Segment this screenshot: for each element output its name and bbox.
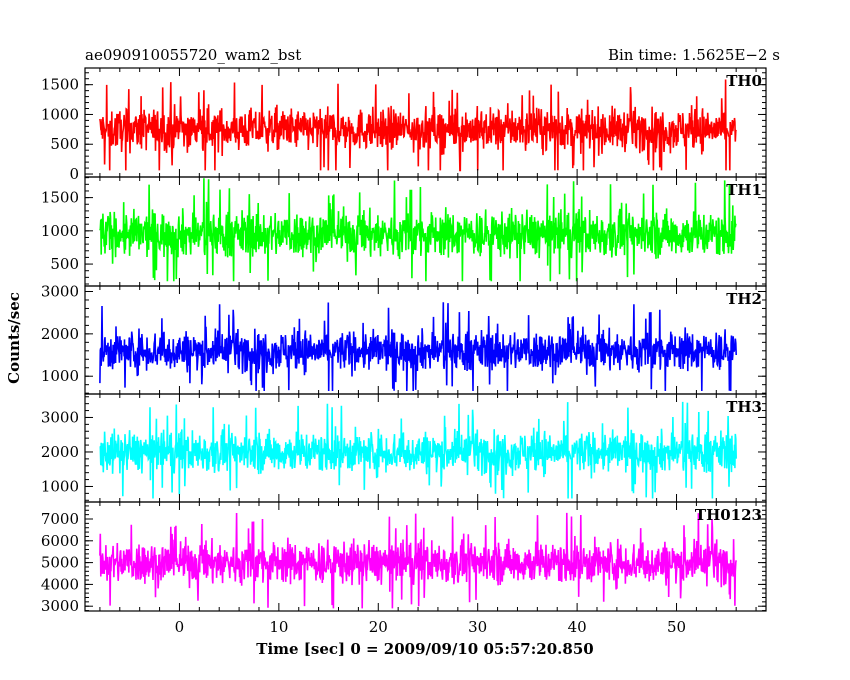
x-tick-label: 20 <box>369 618 388 636</box>
plot-title-right: Bin time: 1.5625E−2 s <box>608 46 780 64</box>
y-tick-label: 1500 <box>41 76 79 94</box>
series-line-th0123 <box>99 512 737 609</box>
panel-tag-th2: TH2 <box>726 290 762 308</box>
y-tick-label: 5000 <box>41 554 79 572</box>
panel-tag-th0: TH0 <box>726 72 762 90</box>
y-axis-title: Counts/sec <box>5 292 23 384</box>
panel-tag-th1: TH1 <box>726 181 762 199</box>
x-tick-label: 40 <box>568 618 587 636</box>
y-tick-label: 3000 <box>41 283 79 301</box>
y-tick-label: 500 <box>50 255 79 273</box>
x-tick-label: 0 <box>175 618 185 636</box>
y-tick-label: 0 <box>69 165 79 183</box>
panel-tag-th3: TH3 <box>726 398 762 416</box>
x-tick-label: 30 <box>468 618 487 636</box>
y-tick-label: 1000 <box>41 367 79 385</box>
panel-frame <box>84 501 767 612</box>
plot-title-left: ae090910055720_wam2_bst <box>85 46 301 64</box>
panel-th0123: 3000 4000 5000 6000 7000 TH0123 <box>41 501 767 615</box>
y-tick-label: 7000 <box>41 510 79 528</box>
panel-th1: 500 1000 1500 TH1 <box>41 176 767 287</box>
y-tick-label: 3000 <box>41 408 79 426</box>
y-tick-label: 1000 <box>41 105 79 123</box>
series-line-th3 <box>99 401 737 499</box>
y-tick-label: 1000 <box>41 477 79 495</box>
x-tick-label: 50 <box>667 618 686 636</box>
panel-th3: 1000 2000 3000 TH3 <box>41 393 767 503</box>
y-tick-label: 3000 <box>41 597 79 615</box>
y-tick-label: 1500 <box>41 189 79 207</box>
y-tick-label: 2000 <box>41 443 79 461</box>
y-tick-label: 4000 <box>41 575 79 593</box>
series-line-th0 <box>99 79 737 172</box>
panel-th0: 0 500 1000 1500 TH0 <box>41 67 767 183</box>
panel-th2: 1000 2000 3000 TH2 <box>41 283 767 395</box>
series-line-th1 <box>99 178 737 282</box>
panel-tag-th0123: TH0123 <box>695 506 762 524</box>
x-axis-title: Time [sec] 0 = 2009/09/10 05:57:20.850 <box>256 640 593 658</box>
y-tick-label: 1000 <box>41 222 79 240</box>
y-tick-label: 6000 <box>41 532 79 550</box>
y-tick-label: 500 <box>50 135 79 153</box>
x-tick-label: 10 <box>269 618 288 636</box>
y-tick-label: 2000 <box>41 325 79 343</box>
series-line-th2 <box>99 302 737 392</box>
